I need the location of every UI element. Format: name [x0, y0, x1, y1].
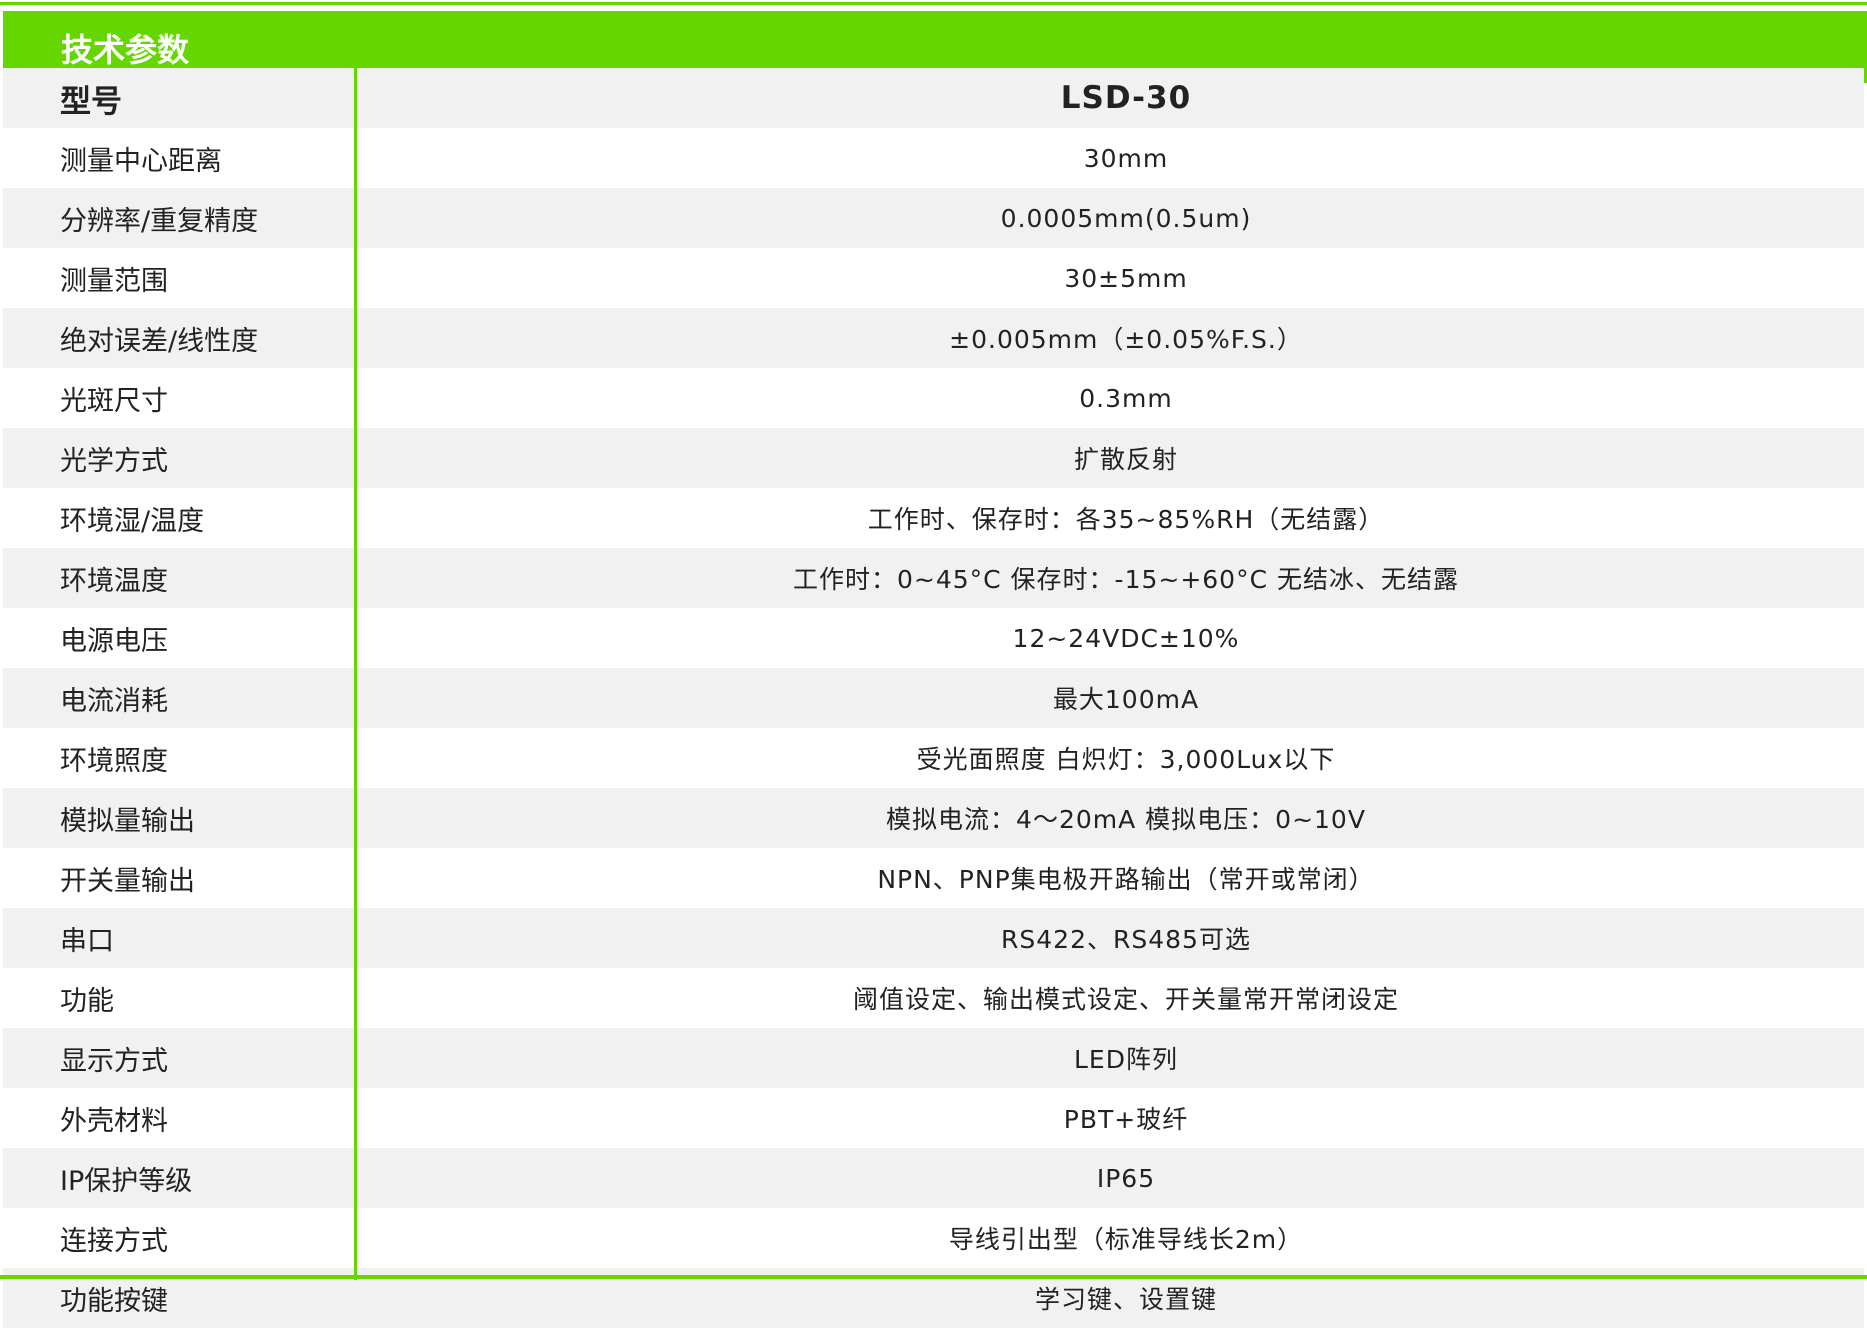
section-title: 技术参数 — [61, 31, 190, 69]
param-label: 开关量输出 — [60, 865, 195, 897]
param-label: 电源电压 — [60, 625, 168, 657]
param-value: 12~24VDC±10% — [1012, 623, 1240, 653]
table-row: 光斑尺寸 0.3mm — [3, 368, 1864, 428]
param-label: IP保护等级 — [60, 1165, 193, 1197]
table-row: 环境湿/温度 工作时、保存时：各35~85%RH（无结露） — [3, 488, 1864, 548]
table-row: 连接方式 导线引出型（标准导线长2m） — [3, 1208, 1864, 1268]
param-value: 工作时：0~45°C 保存时：-15~+60°C 无结冰、无结露 — [792, 565, 1459, 594]
param-label: 串口 — [60, 925, 114, 957]
param-label: 功能 — [60, 985, 114, 1017]
table-row: IP保护等级 IP65 — [3, 1148, 1864, 1208]
bottom-accent-line — [0, 1275, 1867, 1279]
table-row: 光学方式 扩散反射 — [3, 428, 1864, 488]
table-row: 环境温度 工作时：0~45°C 保存时：-15~+60°C 无结冰、无结露 — [3, 548, 1864, 608]
column-divider — [354, 68, 357, 1280]
param-value: IP65 — [1096, 1163, 1156, 1193]
table-row: 外壳材料 PBT+玻纤 — [3, 1088, 1864, 1148]
param-value: 工作时、保存时：各35~85%RH（无结露） — [867, 505, 1385, 534]
param-label: 绝对误差/线性度 — [60, 325, 259, 357]
param-value: 0.0005mm(0.5um) — [1000, 203, 1252, 233]
param-label: 环境温度 — [60, 565, 168, 597]
table-row: 串口 RS422、RS485可选 — [3, 908, 1864, 968]
param-label: 功能按键 — [60, 1285, 168, 1317]
param-label: 外壳材料 — [60, 1105, 168, 1137]
table-row: 模拟量输出 模拟电流：4～20mA 模拟电压：0~10V — [3, 788, 1864, 848]
header-row-model: 型号 LSD-30 — [3, 68, 1864, 128]
param-label: 模拟量输出 — [60, 805, 195, 837]
param-label: 环境照度 — [60, 745, 168, 777]
param-label: 显示方式 — [60, 1045, 168, 1077]
param-value: 30mm — [1083, 143, 1169, 173]
param-value: 阈值设定、输出模式设定、开关量常开常闭设定 — [852, 985, 1399, 1014]
param-value: 导线引出型（标准导线长2m） — [948, 1225, 1304, 1254]
table-row: 测量范围 30±5mm — [3, 248, 1864, 308]
param-value: 模拟电流：4～20mA 模拟电压：0~10V — [886, 805, 1366, 834]
param-label: 环境湿/温度 — [60, 505, 205, 537]
table-row: 测量中心距离 30mm — [3, 128, 1864, 188]
param-value: NPN、PNP集电极开路输出（常开或常闭） — [877, 865, 1375, 894]
param-label: 测量中心距离 — [60, 145, 222, 177]
table-row: 显示方式 LED阵列 — [3, 1028, 1864, 1088]
param-label: 分辨率/重复精度 — [60, 205, 259, 237]
param-value: ±0.005mm（±0.05%F.S.） — [949, 325, 1303, 354]
param-value: 扩散反射 — [1073, 445, 1178, 474]
param-value: 学习键、设置键 — [1034, 1285, 1217, 1314]
param-value: 30±5mm — [1064, 263, 1188, 293]
param-label: 型号 — [60, 83, 122, 120]
table-row: 分辨率/重复精度 0.0005mm(0.5um) — [3, 188, 1864, 248]
table-row: 电流消耗 最大100mA — [3, 668, 1864, 728]
param-label: 连接方式 — [60, 1225, 168, 1257]
table-row: 环境照度 受光面照度 白炽灯：3,000Lux以下 — [3, 728, 1864, 788]
table-row: 开关量输出 NPN、PNP集电极开路输出（常开或常闭） — [3, 848, 1864, 908]
param-value: 最大100mA — [1052, 685, 1200, 714]
table-row: 功能 阈值设定、输出模式设定、开关量常开常闭设定 — [3, 968, 1864, 1028]
param-label: 电流消耗 — [60, 685, 168, 717]
spec-table: 型号 LSD-30 测量中心距离 30mm 分辨率/重复精度 0.0005mm(0.5um… — [3, 68, 1864, 1328]
param-value: RS422、RS485可选 — [1001, 925, 1251, 954]
param-label: 光斑尺寸 — [60, 385, 168, 417]
table-row: 电源电压 12~24VDC±10% — [3, 608, 1864, 668]
top-accent-line — [0, 2, 1867, 5]
param-label: 光学方式 — [60, 445, 168, 477]
param-value: LSD-30 — [1060, 80, 1192, 116]
param-value: 受光面照度 白炽灯：3,000Lux以下 — [916, 745, 1336, 774]
param-value: LED阵列 — [1074, 1045, 1178, 1074]
param-label: 测量范围 — [60, 265, 168, 297]
param-value: 0.3mm — [1079, 383, 1173, 413]
table-row: 绝对误差/线性度 ±0.005mm（±0.05%F.S.） — [3, 308, 1864, 368]
param-value: PBT+玻纤 — [1063, 1105, 1189, 1134]
